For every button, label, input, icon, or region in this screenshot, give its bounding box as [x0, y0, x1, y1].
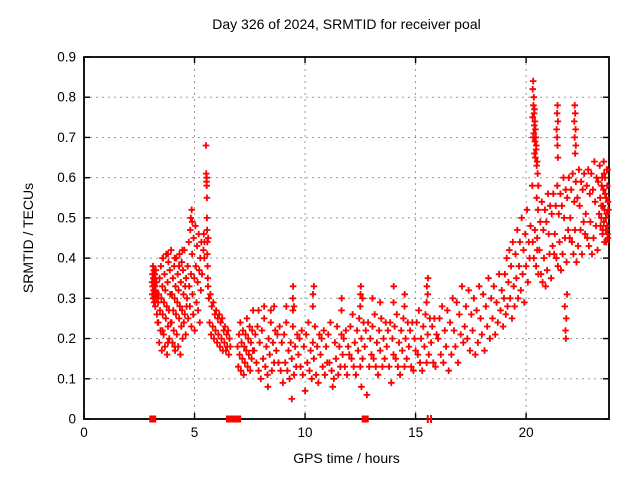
y-tick-label: 0.1 — [57, 371, 76, 386]
axis-marker-square — [149, 415, 157, 423]
x-axis-label: GPS time / hours — [293, 450, 400, 466]
y-tick-label: 0.6 — [57, 170, 76, 185]
axis-marker-square — [361, 415, 369, 423]
chart-title: Day 326 of 2024, SRMTID for receiver poa… — [212, 16, 481, 32]
y-tick-label: 0 — [68, 412, 76, 427]
axis-marker-square — [229, 415, 237, 423]
y-tick-label: 0.8 — [57, 90, 76, 105]
x-tick-label: 0 — [80, 425, 88, 440]
y-tick-label: 0.9 — [57, 50, 76, 65]
y-tick-label: 0.7 — [57, 130, 76, 145]
y-tick-label: 0.2 — [57, 331, 76, 346]
data-points — [148, 77, 612, 403]
x-tick-label: 10 — [298, 425, 313, 440]
y-tick-label: 0.3 — [57, 291, 76, 306]
y-tick-label: 0.4 — [57, 251, 76, 266]
y-tick-label: 0.5 — [57, 210, 76, 225]
plot-border — [83, 56, 610, 420]
axis-marker-square — [234, 415, 242, 423]
axis-marker-bar — [426, 415, 429, 423]
x-tick-label: 15 — [408, 425, 423, 440]
x-tick-label: 20 — [519, 425, 534, 440]
axis-marker-bar — [430, 415, 433, 423]
x-tick-label: 5 — [191, 425, 199, 440]
